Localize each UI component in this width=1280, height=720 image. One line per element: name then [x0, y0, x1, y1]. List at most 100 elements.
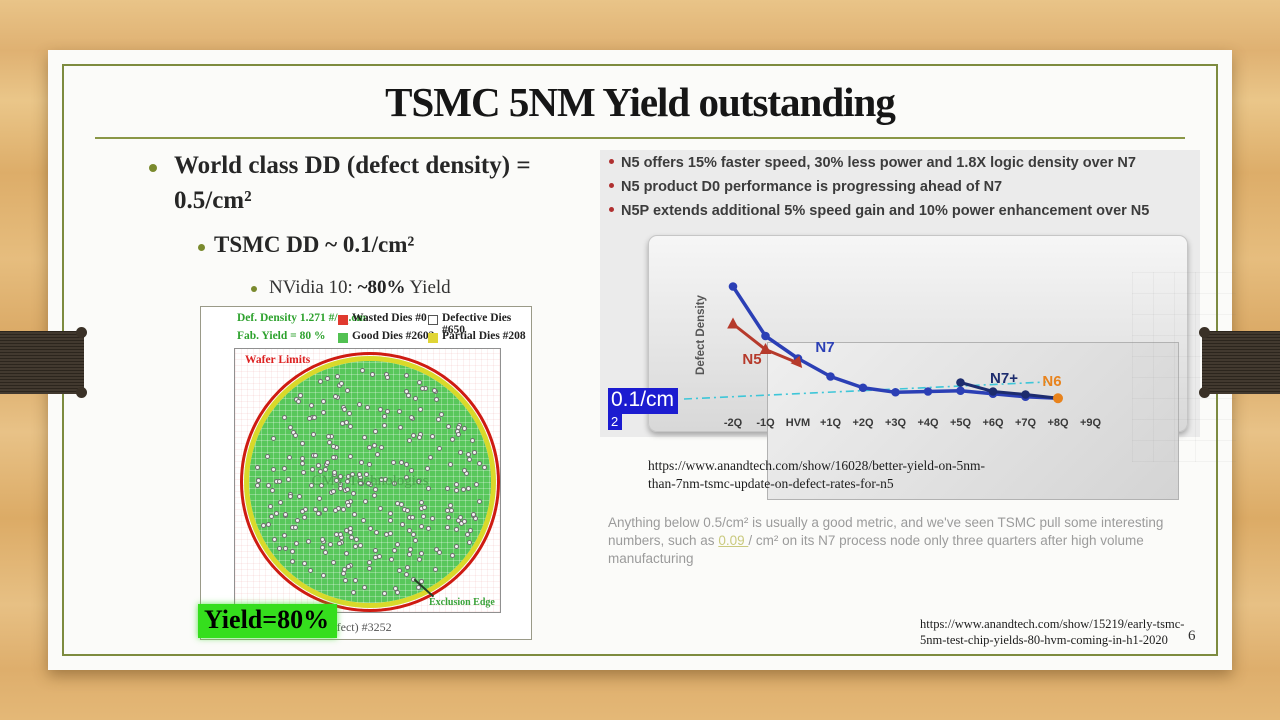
- bullet-tsmc-dd: TSMC DD ~ 0.1/cm²: [214, 232, 415, 257]
- x-tick-label: +2Q: [852, 417, 874, 429]
- series-marker-N7: [923, 387, 933, 396]
- quote-part2: / cm² on its N7 process node only three …: [608, 533, 1144, 567]
- ribbon-nub: [1199, 387, 1210, 398]
- defective-die-dot: [358, 542, 364, 548]
- wafer-partial-ring: CMY Technologies: [244, 356, 496, 608]
- x-tick-label: -1Q: [756, 417, 775, 429]
- defective-die-dot: [433, 397, 439, 403]
- defective-die-dot: [264, 453, 270, 459]
- defective-die-dot: [317, 495, 323, 501]
- defective-die-dot: [446, 424, 452, 430]
- defective-die-dot: [297, 494, 302, 500]
- defective-die-dot: [281, 532, 287, 538]
- defective-die-dot: [412, 538, 418, 544]
- defective-die-dot: [388, 557, 394, 563]
- bullet-dot: [149, 164, 157, 172]
- quote-link-0.09[interactable]: 0.09: [718, 533, 749, 549]
- series-marker-N5: [759, 343, 772, 355]
- n5-bullet-3-text: N5P extends additional 5% speed gain and…: [621, 203, 1150, 219]
- defective-die-dot: [323, 550, 329, 556]
- wafer-die-map: CMY Technologies: [249, 361, 491, 603]
- defective-die-dot: [312, 414, 318, 420]
- defective-die-dot: [364, 404, 370, 410]
- defective-die-dot: [261, 522, 267, 528]
- series-marker-N7: [858, 383, 868, 393]
- binder-ribbon-right: [1199, 327, 1280, 398]
- defective-die-dot: [345, 474, 351, 480]
- annotation-0.1cm2-line1: 0.1/cm: [608, 388, 679, 414]
- defective-die-dot: [462, 519, 468, 525]
- ribbon-nub: [76, 327, 87, 338]
- defective-die-dot: [330, 443, 336, 449]
- defective-die-dot: [409, 468, 415, 473]
- defective-die-dot: [276, 546, 282, 552]
- defective-die-dot: [404, 565, 410, 571]
- series-label-N7: N7: [815, 339, 834, 356]
- x-tick-label: +3Q: [885, 417, 907, 429]
- x-tick-label: HVM: [786, 417, 810, 429]
- x-tick-label: -2Q: [724, 417, 743, 429]
- defective-die-dot: [377, 506, 383, 512]
- defective-die-dot: [347, 411, 353, 417]
- defective-die-dot: [363, 472, 369, 478]
- defective-die-dot: [356, 401, 362, 407]
- defective-die-dot: [419, 551, 425, 557]
- defective-die-dot: [473, 516, 479, 522]
- defective-die-dot: [269, 487, 275, 493]
- defective-die-dot: [347, 424, 353, 430]
- defective-die-dot: [360, 518, 366, 524]
- defective-die-dot: [321, 398, 327, 404]
- defective-die-dot: [461, 467, 467, 473]
- defective-die-dot: [466, 539, 472, 545]
- yield-highlight-badge: Yield=80%: [198, 604, 338, 638]
- defective-die-dot: [417, 557, 423, 563]
- defective-die-dot: [361, 585, 367, 591]
- n5-bullet-1: N5 offers 15% faster speed, 30% less pow…: [609, 155, 1136, 179]
- bullet-nvidia-suffix: Yield: [405, 277, 451, 298]
- defective-die-dot: [306, 416, 312, 422]
- series-marker-N7: [956, 386, 965, 396]
- defective-die-dot: [318, 469, 324, 475]
- defective-die-dot: [462, 425, 468, 431]
- defective-die-dot: [324, 375, 330, 381]
- wafer-limits-label: Wafer Limits: [245, 354, 311, 366]
- series-marker-N7+: [988, 387, 998, 396]
- defective-die-dot: [340, 570, 346, 576]
- defective-die-dot: [278, 499, 284, 505]
- defective-die-dot: [338, 474, 344, 480]
- defective-die-dot: [473, 481, 479, 487]
- defective-die-dot: [477, 498, 483, 504]
- binder-ribbon-left: [0, 327, 87, 398]
- x-tick-label: +9Q: [1080, 417, 1102, 429]
- defective-die-dot: [307, 568, 313, 574]
- defective-die-dot: [438, 411, 444, 417]
- series-label-N5: N5: [742, 351, 761, 368]
- defective-die-dot: [276, 478, 282, 484]
- defective-die-dot: [317, 379, 323, 385]
- defective-die-dot: [456, 425, 462, 431]
- defective-die-dot: [374, 530, 380, 536]
- defective-die-dot: [425, 525, 431, 531]
- defective-die-dot: [327, 440, 333, 446]
- defective-die-dot: [313, 452, 319, 458]
- defective-die-dot: [285, 476, 291, 482]
- good-dies-swatch: [338, 333, 348, 343]
- defective-die-dot: [445, 507, 451, 513]
- defective-die-dot: [347, 529, 353, 535]
- defective-die-dot: [351, 590, 357, 596]
- defective-die-dot: [343, 551, 349, 557]
- wafer-caption-fragment: t defect) #3252: [319, 620, 392, 634]
- n5-bullet-3: N5P extends additional 5% speed gain and…: [609, 203, 1149, 227]
- series-marker-N7: [728, 282, 738, 291]
- x-tick-label: +8Q: [1047, 417, 1069, 429]
- defective-die-dot: [345, 486, 351, 492]
- defective-die-dot: [348, 535, 354, 541]
- defective-die-dot: [301, 515, 307, 521]
- defective-die-dot: [255, 482, 261, 488]
- source-url-anandtech-16028: https://www.anandtech.com/show/16028/bet…: [648, 457, 985, 493]
- defective-die-dot: [422, 504, 428, 510]
- series-line-N7+: [959, 381, 1060, 400]
- defective-die-dot: [367, 566, 373, 572]
- quote-part1: Anything below 0.5/cm² is usually a good…: [608, 515, 1164, 549]
- fab-yield-value: Fab. Yield = 80 %: [237, 330, 326, 342]
